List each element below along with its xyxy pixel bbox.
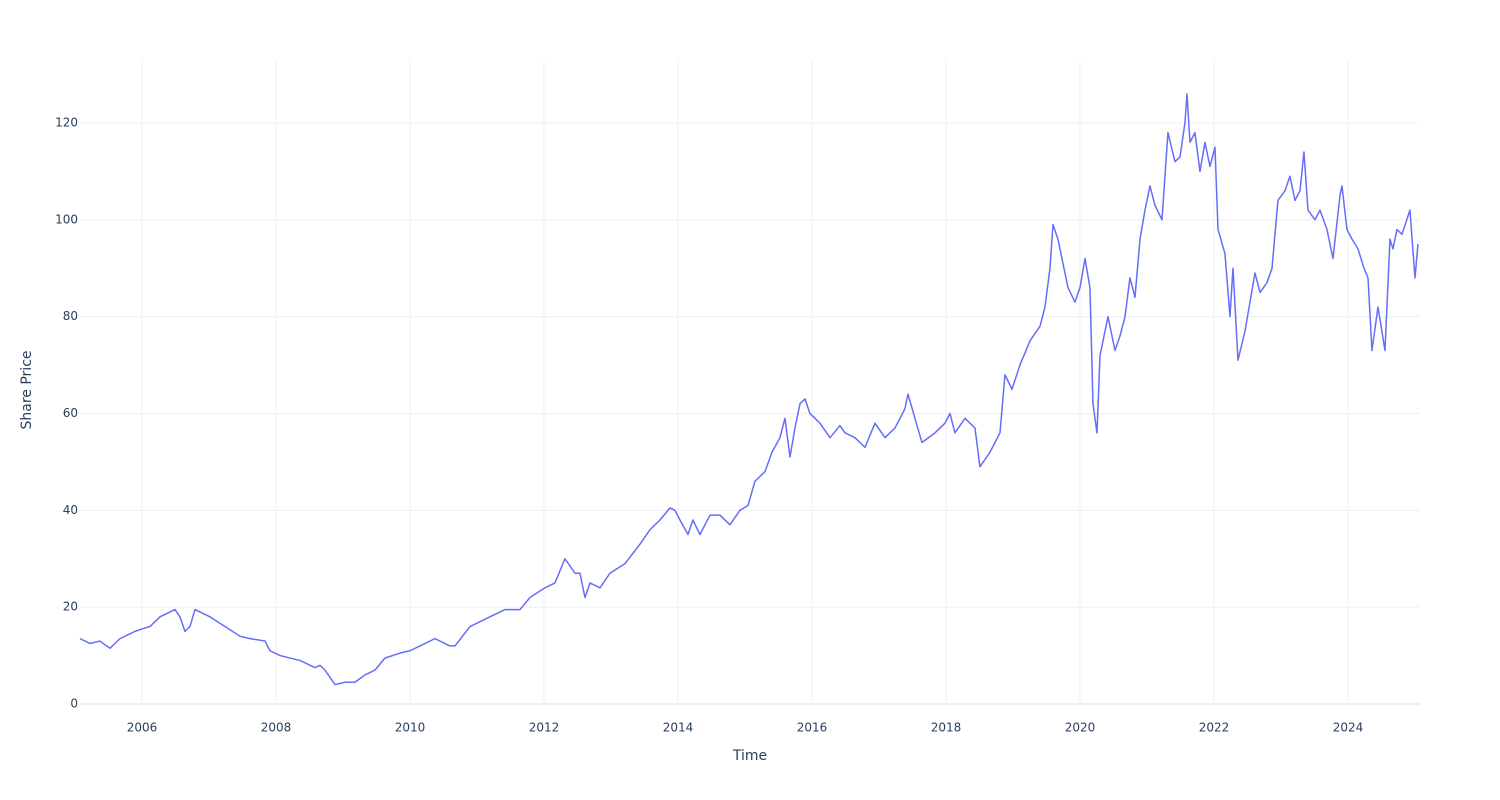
x-tick-label: 2008 (261, 721, 292, 735)
y-tick-label: 80 (63, 309, 78, 323)
x-tick-label: 2020 (1065, 721, 1096, 735)
y-tick-label: 20 (63, 600, 78, 614)
y-tick-label: 40 (63, 503, 78, 517)
x-tick-label: 2006 (127, 721, 158, 735)
x-axis-title: Time (732, 748, 767, 764)
y-tick-label: 120 (55, 115, 78, 129)
x-tick-label: 2010 (395, 721, 426, 735)
y-tick-label: 0 (70, 697, 78, 711)
price-line (79, 93, 1419, 686)
x-tick-label: 2012 (529, 721, 560, 735)
x-tick-label: 2018 (931, 721, 962, 735)
x-tick-label: 2024 (1333, 721, 1364, 735)
x-tick-label: 2022 (1199, 721, 1230, 735)
y-tick-label: 60 (63, 406, 78, 420)
x-tick-label: 2016 (797, 721, 828, 735)
y-axis-title: Share Price (19, 350, 35, 429)
y-tick-label: 100 (55, 212, 78, 226)
x-tick-label: 2014 (663, 721, 694, 735)
